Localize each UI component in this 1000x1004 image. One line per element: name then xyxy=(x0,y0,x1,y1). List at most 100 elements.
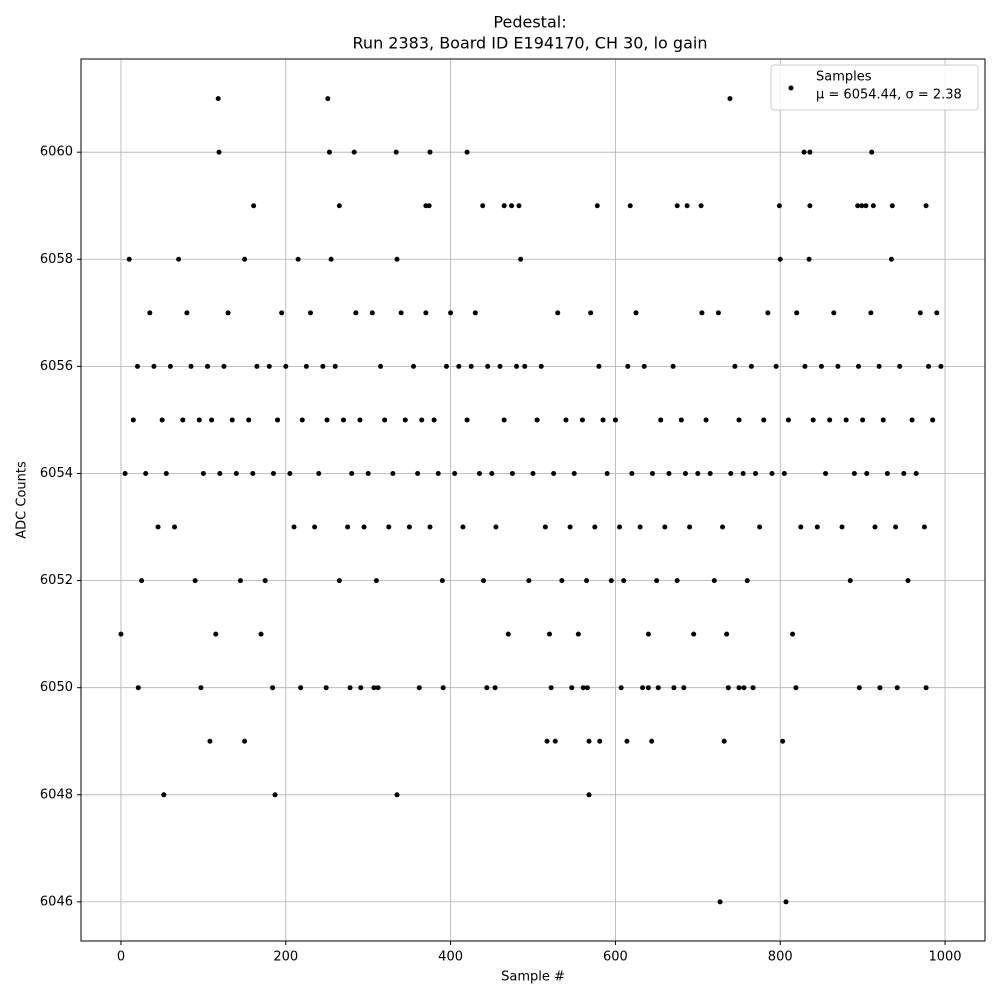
point xyxy=(839,524,845,530)
point xyxy=(717,899,723,905)
point xyxy=(325,96,331,102)
point xyxy=(801,149,807,155)
point xyxy=(353,310,359,316)
point xyxy=(670,363,676,369)
point xyxy=(888,256,894,262)
point xyxy=(674,578,680,584)
point xyxy=(721,738,727,744)
point xyxy=(336,203,342,209)
point xyxy=(522,363,528,369)
point xyxy=(548,685,554,691)
point xyxy=(501,417,507,423)
point xyxy=(456,363,462,369)
point xyxy=(237,578,243,584)
point xyxy=(134,363,140,369)
point xyxy=(856,363,862,369)
point xyxy=(843,417,849,423)
point xyxy=(740,470,746,476)
point xyxy=(369,310,375,316)
point xyxy=(209,417,215,423)
legend: Samples μ = 6054.44, σ = 2.38 xyxy=(770,64,979,111)
point xyxy=(783,899,789,905)
point xyxy=(320,363,326,369)
point xyxy=(312,524,318,530)
point xyxy=(530,470,536,476)
point xyxy=(596,363,602,369)
point xyxy=(118,631,124,637)
x-tick-label: 0 xyxy=(117,950,125,965)
point xyxy=(748,363,754,369)
point xyxy=(443,363,449,369)
point xyxy=(229,417,235,423)
point xyxy=(744,578,750,584)
point xyxy=(814,524,820,530)
point xyxy=(440,685,446,691)
point xyxy=(427,524,433,530)
point xyxy=(769,470,775,476)
point xyxy=(645,631,651,637)
point xyxy=(485,363,491,369)
point xyxy=(913,470,919,476)
point xyxy=(715,310,721,316)
point xyxy=(588,310,594,316)
point xyxy=(798,524,804,530)
point xyxy=(251,203,257,209)
point xyxy=(761,417,767,423)
x-tick-label: 800 xyxy=(768,950,793,965)
point xyxy=(254,363,260,369)
y-tick-label: 6058 xyxy=(40,252,73,267)
point xyxy=(394,256,400,262)
point xyxy=(869,149,875,155)
point xyxy=(641,363,647,369)
point xyxy=(934,310,940,316)
point xyxy=(419,417,425,423)
point xyxy=(375,685,381,691)
point xyxy=(810,417,816,423)
point xyxy=(621,578,627,584)
point xyxy=(870,203,876,209)
x-tick-label: 600 xyxy=(603,950,628,965)
point xyxy=(225,310,231,316)
point xyxy=(509,203,515,209)
point xyxy=(893,524,899,530)
point xyxy=(480,203,486,209)
point xyxy=(586,738,592,744)
point xyxy=(135,685,141,691)
point xyxy=(608,578,614,584)
point xyxy=(552,738,558,744)
point xyxy=(859,203,865,209)
point xyxy=(618,685,624,691)
point xyxy=(266,363,272,369)
legend-box xyxy=(770,64,979,111)
point xyxy=(851,470,857,476)
x-tick-label: 1000 xyxy=(928,950,961,965)
point xyxy=(617,524,623,530)
point xyxy=(720,524,726,530)
point xyxy=(287,470,293,476)
chart-title: Pedestal: xyxy=(493,13,566,32)
point xyxy=(584,685,590,691)
point xyxy=(378,363,384,369)
point xyxy=(427,149,433,155)
point xyxy=(855,203,861,209)
point xyxy=(725,685,731,691)
point xyxy=(143,470,149,476)
point xyxy=(711,578,717,584)
point xyxy=(802,363,808,369)
point xyxy=(827,417,833,423)
point xyxy=(868,310,874,316)
point xyxy=(645,685,651,691)
point xyxy=(594,203,600,209)
point xyxy=(567,524,573,530)
point xyxy=(835,363,841,369)
point xyxy=(727,96,733,102)
point xyxy=(398,310,404,316)
point xyxy=(546,631,552,637)
point xyxy=(180,417,186,423)
point xyxy=(464,417,470,423)
point xyxy=(340,417,346,423)
plot-frame xyxy=(80,58,986,942)
point xyxy=(571,470,577,476)
point xyxy=(200,470,206,476)
point xyxy=(666,470,672,476)
